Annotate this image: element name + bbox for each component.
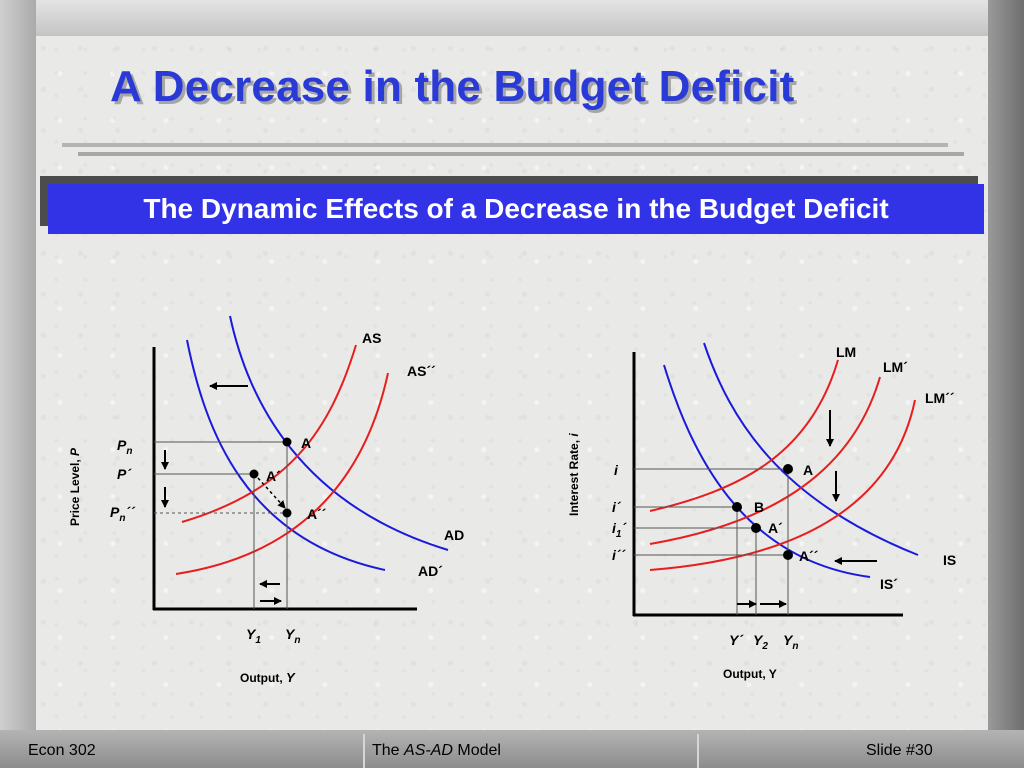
lm-prime-label: LM´: [883, 359, 908, 375]
is-prime-curve: [663, 364, 871, 578]
adjustment-path-arrow: [257, 477, 286, 509]
point-a-double-prime-marker-right: [783, 550, 793, 560]
slide-frame-left: [0, 0, 36, 768]
ad-label: AD: [444, 527, 464, 543]
footer-course: Econ 302: [28, 742, 96, 759]
lm-label: LM: [836, 344, 856, 360]
point-a-label: A: [301, 435, 311, 451]
ad-curve: [229, 315, 449, 551]
subtitle-banner: The Dynamic Effects of a Decrease in the…: [48, 184, 984, 234]
point-a-prime-marker-right: [751, 523, 761, 533]
i-double-prime-label: i´´: [612, 547, 627, 563]
point-a-double-prime-label: A´´: [307, 506, 327, 522]
y1-label: Y1: [246, 626, 261, 646]
ad-prime-label: AD´: [418, 563, 443, 579]
point-a-prime-marker: [249, 469, 259, 479]
point-b-label: B: [754, 499, 764, 515]
footer-topic-suffix: Model: [452, 742, 501, 759]
slide-frame-top: [0, 0, 1024, 36]
pn-double-prime-label: Pn´´: [110, 504, 136, 524]
yn-label-right: Yn: [783, 632, 798, 652]
is-lm-diagram: LM LM´ LM´´ IS IS´ A B A´ A´´ i i´ i1´ i…: [567, 342, 956, 681]
as-curve: [181, 344, 357, 523]
point-a-marker-right: [783, 464, 793, 474]
slide-frame-bottom: [0, 730, 1024, 768]
footer-topic-model: AS-AD: [404, 742, 453, 759]
lm-double-prime-label: LM´´: [925, 390, 955, 406]
i-prime-label: i´: [612, 499, 622, 515]
is-curve: [703, 342, 919, 556]
as-double-prime-curve: [175, 372, 389, 575]
footer-divider-left: [363, 734, 365, 768]
as-double-prime-label: AS´´: [407, 363, 436, 379]
y-prime-label: Y´: [729, 632, 744, 648]
y2-label: Y2: [753, 632, 768, 652]
footer-slide-number: Slide #30: [866, 742, 933, 759]
slide-title: A Decrease in the Budget Deficit: [110, 62, 795, 111]
y-axis-title: Price Level, P: [68, 447, 82, 526]
i-label: i: [614, 462, 619, 478]
title-underline: [62, 143, 948, 147]
ad-prime-curve: [186, 339, 386, 571]
as-label: AS: [362, 330, 381, 346]
i1-prime-label: i1´: [612, 520, 627, 540]
lm-double-prime-curve: [649, 399, 916, 571]
point-b-marker: [732, 502, 742, 512]
footer-topic-prefix: The: [372, 742, 405, 759]
x-axis-title-right: Output, Y: [723, 667, 777, 681]
is-label: IS: [943, 552, 956, 568]
y-axis-title-right: Interest Rate, i: [567, 433, 581, 516]
point-a-marker: [282, 437, 292, 447]
yn-label: Yn: [285, 626, 300, 646]
point-a-prime-label: A´: [266, 468, 281, 484]
lm-prime-curve: [649, 376, 881, 545]
as-ad-diagram: AS AS´´ AD AD´ A A´ A´´ Pn P´ Pn´´ Y1 Yn…: [68, 315, 464, 685]
footer-topic: The AS-AD Model: [372, 736, 501, 766]
point-a-double-prime-marker: [282, 508, 292, 518]
p-prime-label: P´: [117, 466, 132, 482]
lm-curve: [649, 359, 839, 512]
is-prime-label: IS´: [880, 576, 898, 592]
point-a-prime-label-right: A´: [768, 520, 783, 536]
footer-divider-right: [697, 734, 699, 768]
x-axis-title: Output, Y: [240, 670, 296, 685]
point-a-double-prime-label-right: A´´: [799, 548, 819, 564]
title-underline-shadow: [78, 152, 964, 156]
slide-frame-right: [988, 0, 1024, 768]
point-a-label-right: A: [803, 462, 813, 478]
pn-label: Pn: [117, 437, 132, 457]
